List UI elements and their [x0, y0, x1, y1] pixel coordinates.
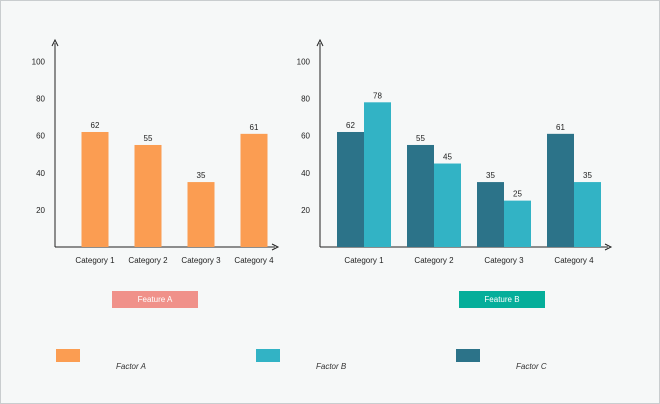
chart2-category-label: Category 2: [414, 256, 454, 265]
chart1-x-axis-arrow: [271, 243, 280, 251]
chart2-bar-value-label: 61: [556, 123, 565, 132]
chart2-bar-value-label: 45: [443, 153, 452, 162]
chart1-category-label: Category 3: [181, 256, 221, 265]
chart2-bar-value-label: 62: [346, 121, 355, 130]
chart1-bar-value-label: 61: [250, 123, 259, 132]
chart2-bar: [574, 182, 601, 247]
chart2-bar: [337, 131, 364, 247]
chart2-bar: [547, 133, 574, 247]
chart2-y-tick-label: 80: [301, 95, 310, 104]
chart2-y-tick-label: 40: [301, 169, 310, 178]
chart2-x-axis-arrow: [604, 243, 613, 251]
chart2-y-tick-label: 60: [301, 132, 310, 141]
chart2-y-tick-label: 20: [301, 206, 310, 215]
chart1-y-tick-label: 60: [36, 132, 45, 141]
chart1-bar: [240, 133, 268, 247]
chart2-bar: [477, 182, 504, 247]
chart2-bar: [407, 144, 434, 247]
chart1-category-label: Category 2: [128, 256, 168, 265]
chart2-bar: [364, 102, 391, 247]
chart2-bar-value-label: 25: [513, 190, 522, 199]
chart2-category-label: Category 3: [484, 256, 524, 265]
chart1-y-tick-label: 20: [36, 206, 45, 215]
legend-label-factor-b: Factor B: [316, 362, 347, 371]
chart2-bar: [434, 163, 461, 247]
chart1-bar-value-label: 55: [144, 134, 153, 143]
legend-swatch-factor-b: [256, 349, 280, 362]
chart1-bar: [187, 182, 215, 247]
chart1-y-tick-label: 40: [36, 169, 45, 178]
chart2-y-tick-label: 100: [297, 58, 311, 67]
chart1-category-label: Category 4: [234, 256, 274, 265]
chart2-category-label: Category 4: [554, 256, 594, 265]
legend-swatch-factor-c: [456, 349, 480, 362]
chart2-bar-value-label: 55: [416, 134, 425, 143]
legend-label-factor-c: Factor C: [516, 362, 547, 371]
chart2-bar-value-label: 35: [583, 171, 592, 180]
chart1-bar-value-label: 35: [197, 171, 206, 180]
legend-swatch-factor-a: [56, 349, 80, 362]
feature-b-label: Feature B: [459, 291, 545, 308]
chart1-category-label: Category 1: [75, 256, 115, 265]
legend-label-factor-a: Factor A: [116, 362, 146, 371]
chart2-bar-value-label: 78: [373, 91, 382, 100]
chart1-bar-value-label: 62: [91, 121, 100, 130]
chart1-bar: [81, 131, 109, 247]
chart1-bar: [134, 144, 162, 247]
chart2-category-label: Category 1: [344, 256, 384, 265]
chart2-y-axis-arrow: [316, 38, 324, 47]
feature-a-label: Feature A: [112, 291, 198, 308]
chart1-y-axis-arrow: [51, 38, 59, 47]
chart2-bar-value-label: 35: [486, 171, 495, 180]
chart2-bar: [504, 200, 531, 247]
chart1-y-tick-label: 100: [32, 58, 46, 67]
chart1-y-tick-label: 80: [36, 95, 45, 104]
